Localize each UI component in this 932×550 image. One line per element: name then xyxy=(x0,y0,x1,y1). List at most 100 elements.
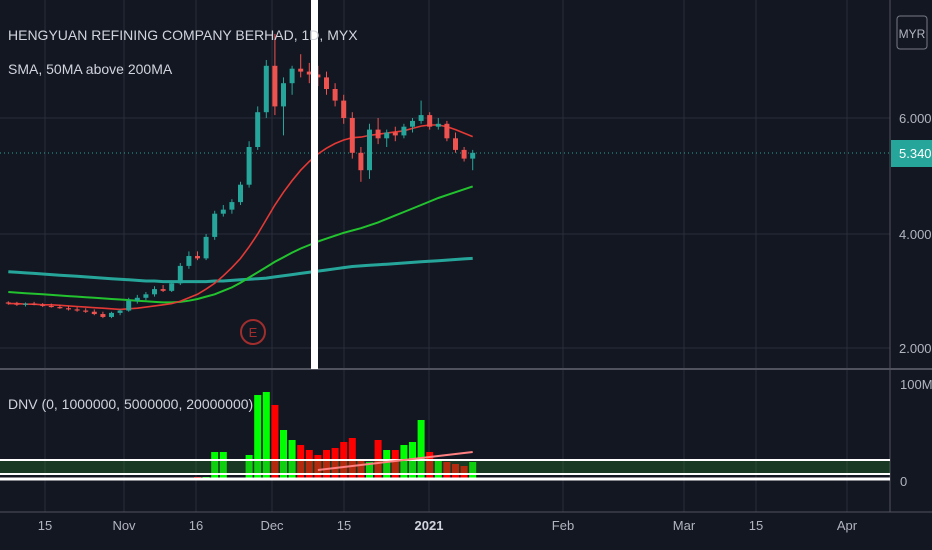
earnings-circle xyxy=(240,319,266,345)
volume-tick-0: 0 xyxy=(900,474,907,489)
candle-body xyxy=(384,132,390,139)
candle xyxy=(246,141,252,188)
candle-body xyxy=(306,71,312,75)
candle-body xyxy=(289,68,295,84)
candle xyxy=(392,126,398,142)
candle xyxy=(195,251,200,261)
candle xyxy=(40,303,46,308)
volume-bar xyxy=(254,395,262,480)
candle xyxy=(5,301,11,305)
time-tick: 2021 xyxy=(415,518,444,533)
earnings-marker[interactable]: E xyxy=(240,319,266,345)
candle xyxy=(410,118,415,133)
candle-body xyxy=(143,294,149,298)
candle xyxy=(263,60,269,118)
price-tick-6: 6.000 xyxy=(899,111,932,126)
candle-body xyxy=(5,302,11,304)
candle-body xyxy=(74,309,80,311)
time-tick: 16 xyxy=(189,518,203,533)
candle xyxy=(31,301,37,306)
candle-body xyxy=(40,304,46,306)
candle-body xyxy=(349,118,355,153)
last-price-value: 5.340 xyxy=(899,146,932,161)
volume-bar xyxy=(271,405,279,480)
vertical-marker-line[interactable] xyxy=(311,0,318,369)
time-tick: 15 xyxy=(749,518,763,533)
candle xyxy=(134,294,140,304)
volume-bar xyxy=(211,452,219,480)
candle xyxy=(289,65,295,95)
candle-body xyxy=(281,83,286,107)
chart-title: HENGYUAN REFINING COMPANY BERHAD, 1D, MY… xyxy=(8,27,358,43)
currency-button-frame xyxy=(896,15,928,50)
candle-body xyxy=(298,68,304,72)
volume-bar xyxy=(400,445,408,480)
candle-body xyxy=(375,129,381,139)
sma-slow-line xyxy=(8,256,473,284)
candle-body xyxy=(410,120,415,127)
currency-button[interactable]: MYR xyxy=(896,15,928,50)
candle xyxy=(160,285,166,292)
candle-body xyxy=(134,297,140,301)
candle xyxy=(349,112,355,159)
price-grid xyxy=(0,117,890,349)
candle xyxy=(418,100,424,124)
candle-body xyxy=(169,283,175,291)
candle-body xyxy=(212,213,218,237)
time-axis[interactable]: 15 Nov 16 Dec 15 2021 Feb Mar 15 Apr xyxy=(38,518,858,533)
volume-tick-100m: 100M xyxy=(900,377,932,392)
candle xyxy=(435,118,441,130)
candle xyxy=(332,83,338,107)
candle xyxy=(255,106,261,150)
candle xyxy=(229,199,235,214)
candle xyxy=(384,129,390,147)
volume-bar xyxy=(245,455,253,480)
currency-label: MYR xyxy=(899,27,926,41)
candle xyxy=(177,263,183,286)
candle xyxy=(143,292,149,301)
volume-bar xyxy=(331,448,339,480)
candle xyxy=(152,286,157,297)
candle xyxy=(169,280,175,292)
candle-body xyxy=(57,307,63,309)
candle-body xyxy=(229,202,235,210)
candle xyxy=(324,71,329,95)
indicator-legend-dnv[interactable]: DNV (0, 1000000, 5000000, 20000000) xyxy=(8,396,253,412)
candle-body xyxy=(220,209,226,214)
volume-bar xyxy=(417,420,425,480)
candle-body xyxy=(83,310,89,312)
volume-bar xyxy=(452,464,459,480)
volume-bar xyxy=(280,430,287,480)
candle xyxy=(272,33,278,116)
candle-body xyxy=(48,305,54,308)
candle-body xyxy=(117,310,123,313)
candle xyxy=(83,308,89,313)
candle-body xyxy=(263,65,269,113)
sma-mid-line xyxy=(8,185,474,304)
time-tick: 15 xyxy=(38,518,52,533)
candle-body xyxy=(435,123,441,127)
candle xyxy=(470,149,476,171)
candle-body xyxy=(195,256,200,259)
volume-bar xyxy=(443,462,451,480)
candle xyxy=(367,123,372,179)
candle xyxy=(14,301,20,306)
candle-body xyxy=(100,314,106,317)
candle-body xyxy=(401,126,407,136)
indicator-legend-sma[interactable]: SMA, 50MA above 200MA xyxy=(8,61,173,77)
volume-bar xyxy=(366,462,373,480)
volume-bar xyxy=(262,392,270,480)
time-tick: Mar xyxy=(673,518,696,533)
candle xyxy=(109,311,114,319)
candle-body xyxy=(152,289,157,295)
volume-bar xyxy=(219,452,227,480)
candle-body xyxy=(109,312,114,317)
time-tick: 15 xyxy=(337,518,351,533)
candle xyxy=(57,304,63,309)
candle-body xyxy=(238,184,243,203)
candle xyxy=(238,181,243,205)
candle-body xyxy=(453,138,458,150)
candle-body xyxy=(91,311,97,315)
candle-body xyxy=(255,112,261,147)
